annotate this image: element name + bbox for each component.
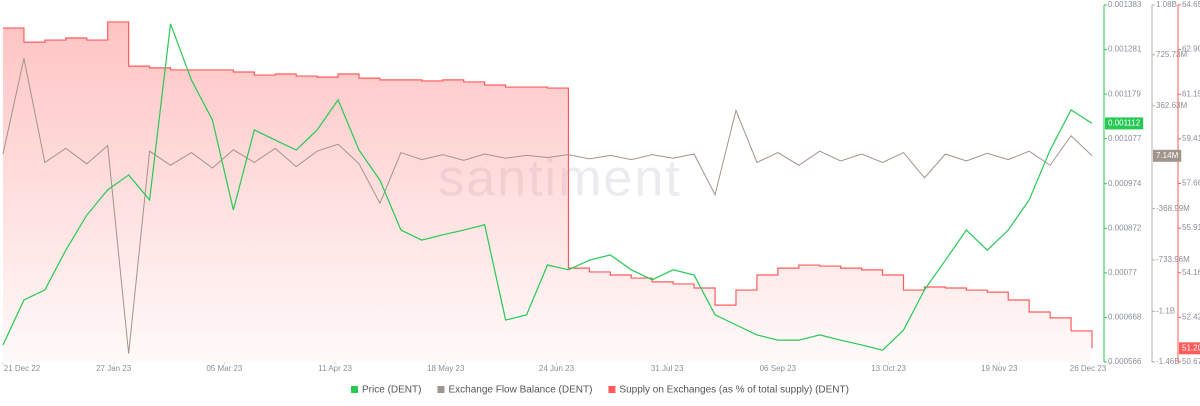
x-tick-label: 21 Dec 22 [4,364,41,373]
y-tick-label: -1.1B [1156,307,1175,316]
y-tick-label: -368.99M [1156,204,1190,213]
x-tick-label: 19 Nov 23 [981,364,1018,373]
legend-swatch [351,386,359,393]
x-tick-label: 11 Apr 23 [318,364,352,373]
badge-label: 7.14M [1156,151,1179,160]
x-tick-label: 13 Oct 23 [871,364,906,373]
badge-label: 51.209 [1182,343,1200,352]
y-tick-label: 57.663 [1182,179,1200,188]
x-tick-label: 31 Jul 23 [651,364,684,373]
legend-label: Exchange Flow Balance (DENT) [448,385,592,396]
y-tick-label: 0.000872 [1108,223,1142,232]
badge-label: 0.001112 [1108,119,1141,128]
y-tick-label: 1.08B [1156,0,1177,9]
x-tick-label: 05 Mar 23 [206,364,243,373]
y-tick-label: 54.168 [1182,268,1200,277]
badge-bg [1179,342,1200,355]
value-badge: 7.14M [1153,149,1182,162]
legend: Price (DENT) Exchange Flow Balance (DENT)… [351,385,849,396]
y-tick-label: 0.000566 [1108,357,1142,366]
x-tick-label: 06 Sep 23 [760,364,797,373]
y-tick-label: 0.001179 [1108,89,1141,98]
y-tick-label: 61.158 [1182,89,1200,98]
y-tick-label: 50.673 [1182,357,1200,366]
badge-bg [1153,149,1182,162]
series-line [2,23,1093,351]
y-tick-label: -733.96M [1156,255,1190,264]
value-badge: 0.001112 [1105,117,1144,130]
legend-swatch [608,386,616,393]
badge-bg [1105,117,1144,130]
y-tick-label: 0.001281 [1108,45,1142,54]
x-tick-label: 26 Dec 23 [1070,364,1107,373]
y-tick-label: 52.42 [1182,312,1200,321]
x-tick-label: 24 Jun 23 [539,364,575,373]
y-tick-label: 725.73M [1156,50,1187,59]
value-badge: 51.209 [1179,342,1200,355]
y-tick-label: 0.000974 [1108,179,1142,188]
y-tick-label: 64.653 [1182,0,1200,9]
y-tick-label: -1.46B [1156,357,1180,366]
x-tick-label: 27 Jan 23 [96,364,132,373]
y-tick-label: 55.915 [1182,223,1200,232]
y-tick-label: 0.001077 [1108,134,1142,143]
y-tick-label: 62.905 [1182,45,1200,54]
y-tick-label: 362.63M [1156,101,1187,110]
y-tick-label: 0.00077 [1108,268,1137,277]
legend-swatch [437,386,445,393]
x-tick-label: 18 May 23 [427,364,465,373]
y-tick-label: 0.000668 [1108,313,1142,322]
series-line [2,58,1093,354]
y-tick-label: 0.001383 [1108,0,1142,9]
area-fill [2,21,1092,362]
legend-label: Price (DENT) [362,385,421,396]
legend-label: Supply on Exchanges (as % of total suppl… [619,385,849,396]
y-tick-label: 59.41 [1182,134,1200,143]
